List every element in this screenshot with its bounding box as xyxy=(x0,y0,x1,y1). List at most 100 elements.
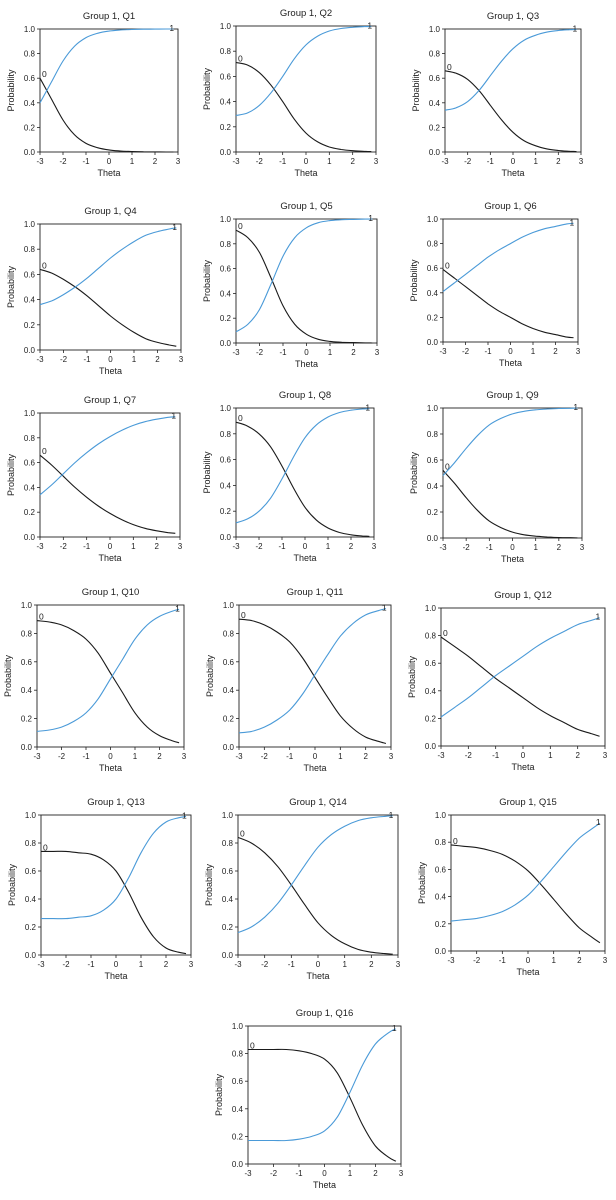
y-axis-label: Probability xyxy=(411,69,421,112)
chart-panel-q11: Group 1, Q11 -3 -2 -1 0 1 2 3 0.0 0.2 0.4 0.6 0.8 1.0… xyxy=(205,587,394,773)
x-tick-label: 0 xyxy=(510,543,515,552)
series-label-1: 1 xyxy=(172,222,177,232)
chart-panel-q13: Group 1, Q13 -3 -2 -1 0 1 2 3 0.0 0.2 0.4 0.6 0.8 1.0… xyxy=(7,797,194,981)
x-tick-label: -1 xyxy=(278,542,286,551)
y-tick-label: 0.2 xyxy=(429,123,441,132)
y-tick-label: 0.0 xyxy=(425,742,437,751)
chart-title: Group 1, Q15 xyxy=(499,797,557,808)
y-tick-label: 0.6 xyxy=(220,456,232,465)
y-tick-label: 0.8 xyxy=(223,629,235,638)
y-tick-label: 0.8 xyxy=(435,838,447,847)
series-line-0 xyxy=(40,850,187,955)
y-tick-label: 0.0 xyxy=(222,951,234,960)
y-tick-label: 1.0 xyxy=(429,25,441,34)
x-tick-label: -3 xyxy=(33,752,41,761)
series-line-1 xyxy=(450,822,601,922)
y-tick-label: 0.4 xyxy=(222,895,234,904)
x-tick-label: -2 xyxy=(462,347,470,356)
x-tick-label: -1 xyxy=(82,157,90,166)
series-line-0 xyxy=(39,268,177,347)
x-axis-label: Theta xyxy=(97,168,120,178)
x-tick-label: -1 xyxy=(279,157,287,166)
x-tick-label: 3 xyxy=(580,543,585,552)
series-line-1 xyxy=(39,416,176,496)
x-tick-label: -2 xyxy=(465,751,473,760)
y-tick-label: 0.0 xyxy=(435,947,447,956)
x-axis-label: Theta xyxy=(104,971,127,981)
y-tick-label: 0.8 xyxy=(427,430,439,439)
plot-frame xyxy=(39,412,181,538)
y-tick-label: 0.4 xyxy=(220,98,232,107)
chart-title: Group 1, Q13 xyxy=(87,797,145,808)
y-axis-label: Probability xyxy=(202,451,212,494)
y-tick-label: 1.0 xyxy=(223,601,235,610)
x-axis-label: Theta xyxy=(98,553,121,563)
y-tick-label: 0.0 xyxy=(24,533,36,542)
series-line-1 xyxy=(39,227,177,306)
x-tick-label: -1 xyxy=(286,752,294,761)
x-tick-label: -1 xyxy=(484,347,492,356)
x-tick-label: 3 xyxy=(396,960,401,969)
y-tick-label: 0.0 xyxy=(21,743,33,752)
x-tick-label: 3 xyxy=(576,347,581,356)
x-tick-label: -3 xyxy=(441,157,449,166)
chart-title: Group 1, Q2 xyxy=(280,8,332,19)
x-tick-label: 2 xyxy=(373,1169,378,1178)
x-tick-label: 1 xyxy=(338,752,343,761)
y-tick-label: 0.2 xyxy=(427,313,439,322)
plot-frame xyxy=(235,218,378,344)
series-line-0 xyxy=(36,620,180,744)
x-tick-label: 3 xyxy=(182,752,187,761)
x-tick-label: -1 xyxy=(499,956,507,965)
y-axis-label: Probability xyxy=(409,451,419,494)
series-line-0 xyxy=(39,77,174,153)
series-label-1: 1 xyxy=(389,810,394,820)
x-tick-label: -2 xyxy=(256,348,264,357)
y-tick-label: 0.4 xyxy=(24,99,36,108)
chart-title: Group 1, Q8 xyxy=(279,390,331,401)
y-tick-label: 0.0 xyxy=(25,951,37,960)
y-axis-label: Probability xyxy=(407,655,417,698)
y-tick-label: 0.4 xyxy=(220,289,232,298)
chart-panel-q6: Group 1, Q6 -3 -2 -1 0 1 2 3 0.0 0.2 0.4 0.6 0.8 1.0 T… xyxy=(409,201,581,368)
x-tick-label: 2 xyxy=(363,752,368,761)
y-tick-label: 1.0 xyxy=(24,409,36,418)
chart-panel-q14: Group 1, Q14 -3 -2 -1 0 1 2 3 0.0 0.2 0.4 0.6 0.8 1.0… xyxy=(204,797,401,981)
chart-title: Group 1, Q1 xyxy=(83,11,135,22)
x-axis-label: Theta xyxy=(511,762,534,772)
x-tick-label: -2 xyxy=(261,752,269,761)
y-tick-label: 0.8 xyxy=(220,47,232,56)
chart-title: Group 1, Q12 xyxy=(494,590,552,601)
x-tick-label: -2 xyxy=(473,956,481,965)
chart-panel-q8: Group 1, Q8 -3 -2 -1 0 1 2 3 0.0 0.2 0.4 0.6 0.8 1.0 T… xyxy=(202,390,377,563)
series-label-0: 0 xyxy=(240,828,245,838)
x-tick-label: 1 xyxy=(328,348,333,357)
y-tick-label: 0.0 xyxy=(429,148,441,157)
x-tick-label: -2 xyxy=(59,157,67,166)
y-tick-label: 0.6 xyxy=(21,658,33,667)
chart-title: Group 1, Q9 xyxy=(486,390,538,401)
x-tick-label: 3 xyxy=(579,157,584,166)
y-tick-label: 1.0 xyxy=(220,215,232,224)
y-tick-label: 1.0 xyxy=(427,404,439,413)
x-tick-label: 1 xyxy=(131,542,136,551)
y-tick-label: 0.0 xyxy=(220,339,232,348)
y-tick-label: 0.6 xyxy=(24,270,36,279)
series-label-1: 1 xyxy=(596,817,601,827)
series-line-0 xyxy=(450,844,601,944)
y-axis-label: Probability xyxy=(202,67,212,110)
chart-panel-q12: Group 1, Q12 -3 -2 -1 0 1 2 3 0.0 0.2 0.4 0.6 0.8 1.0… xyxy=(407,590,608,772)
x-tick-label: 3 xyxy=(189,960,194,969)
x-tick-label: 2 xyxy=(154,542,159,551)
y-tick-label: 0.6 xyxy=(425,659,437,668)
x-tick-label: 3 xyxy=(179,355,184,364)
y-tick-label: 0.2 xyxy=(427,508,439,517)
chart-title: Group 1, Q6 xyxy=(484,201,536,212)
x-tick-label: 3 xyxy=(603,956,608,965)
y-tick-label: 0.8 xyxy=(24,245,36,254)
x-tick-label: 1 xyxy=(551,956,556,965)
y-tick-label: 1.0 xyxy=(220,22,232,31)
x-tick-label: -2 xyxy=(255,542,263,551)
plot-frame xyxy=(238,604,392,748)
series-label-1: 1 xyxy=(367,20,372,30)
